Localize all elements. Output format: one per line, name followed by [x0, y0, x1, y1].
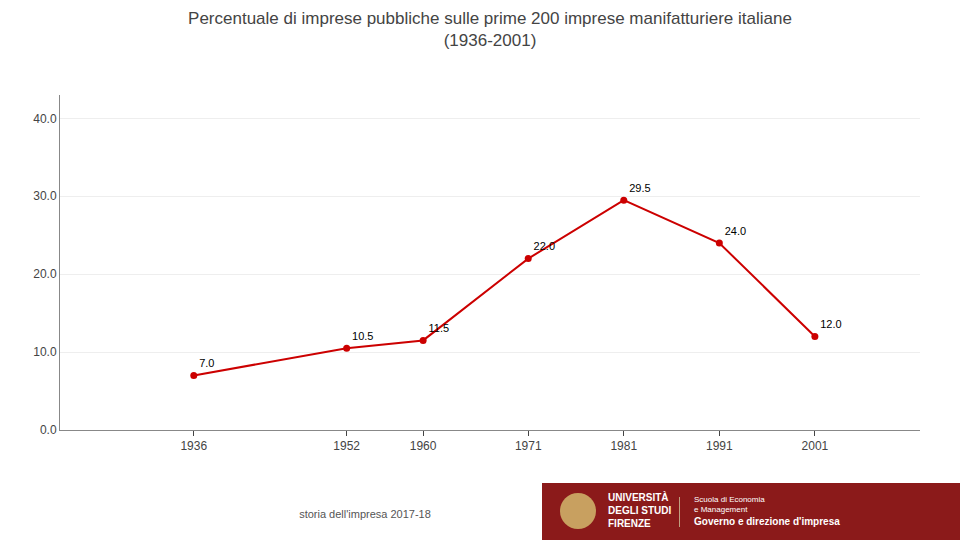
svg-text:40.0: 40.0 [33, 112, 57, 126]
svg-text:1991: 1991 [706, 439, 733, 453]
svg-text:22.0: 22.0 [534, 240, 555, 252]
html-text:Governo e direzione d'impresa: Governo e direzione d'impresa [694, 516, 840, 527]
svg-text:1971: 1971 [515, 439, 542, 453]
html-text:e Management: e Management [694, 505, 748, 514]
svg-text:30.0: 30.0 [33, 189, 57, 203]
html-text:FIRENZE: FIRENZE [608, 518, 651, 529]
svg-text:24.0: 24.0 [725, 225, 746, 237]
svg-text:1981: 1981 [610, 439, 637, 453]
svg-text:11.5: 11.5 [428, 322, 449, 334]
svg-text:0.0: 0.0 [40, 423, 57, 437]
svg-text:Percentuale di imprese pubblic: Percentuale di imprese pubbliche sulle p… [188, 9, 792, 50]
html-text:UNIVERSITÀ: UNIVERSITÀ [608, 492, 669, 503]
svg-text:7.0: 7.0 [199, 357, 214, 369]
svg-text:10.5: 10.5 [352, 330, 373, 342]
svg-text:1936: 1936 [180, 439, 207, 453]
svg-text:1952: 1952 [333, 439, 360, 453]
html-text:Scuola di Economia: Scuola di Economia [694, 495, 765, 504]
svg-text:1960: 1960 [410, 439, 437, 453]
svg-text:12.0: 12.0 [820, 318, 841, 330]
svg-text:2001: 2001 [802, 439, 829, 453]
svg-text:29.5: 29.5 [629, 182, 650, 194]
html-text:storia dell'impresa 2017-18: storia dell'impresa 2017-18 [299, 508, 431, 520]
svg-text:20.0: 20.0 [33, 267, 57, 281]
svg-text:10.0: 10.0 [33, 345, 57, 359]
html-text:DEGLI STUDI: DEGLI STUDI [608, 505, 672, 516]
